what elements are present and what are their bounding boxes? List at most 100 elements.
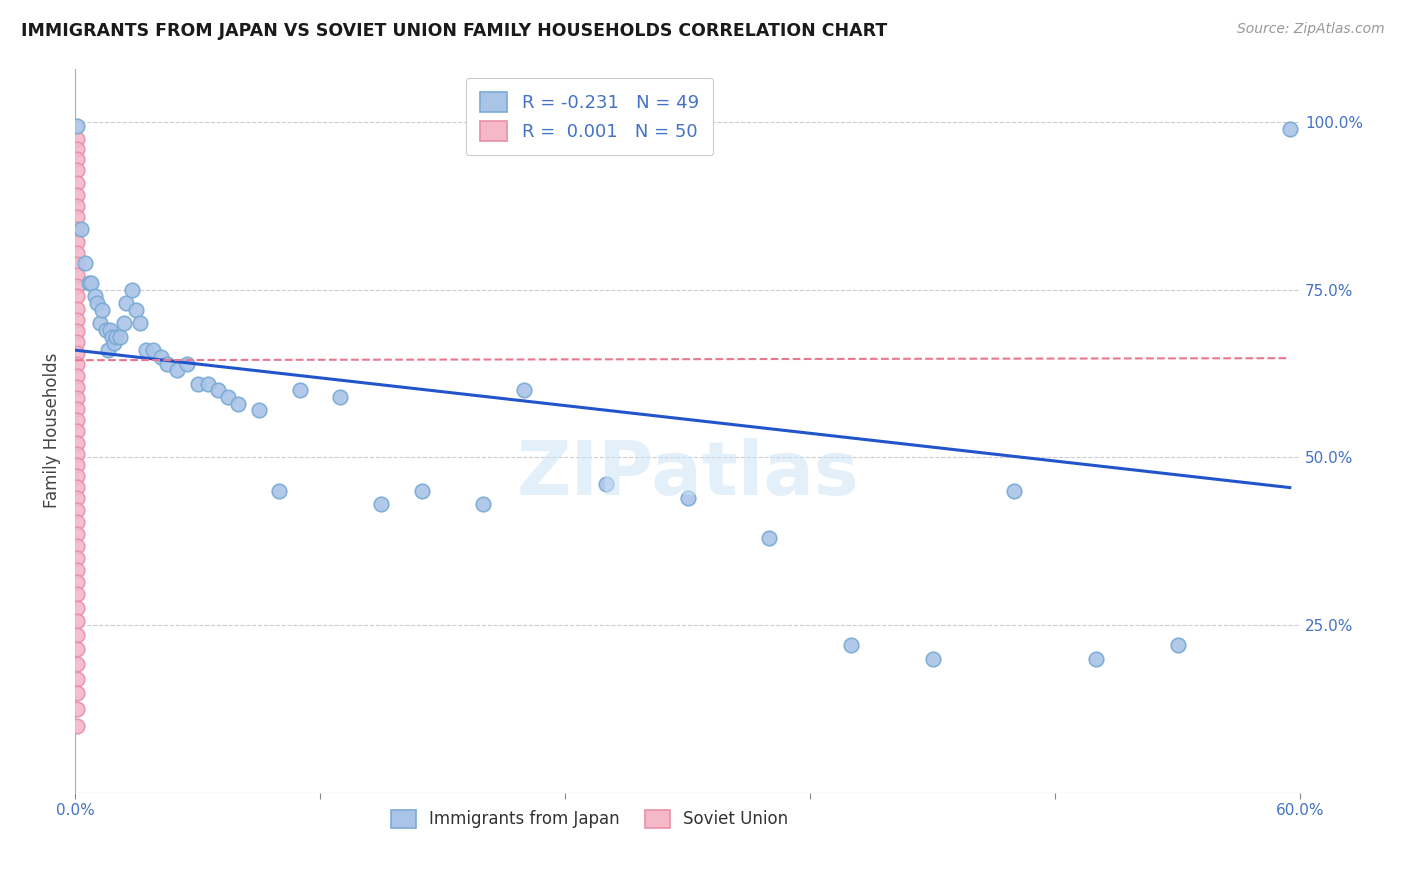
Point [472,497,495,511]
Point [66,289,89,303]
Point [129,316,152,330]
Point [66,187,89,202]
Point [288,384,311,398]
Point [66,657,89,671]
Text: Source: ZipAtlas.com: Source: ZipAtlas.com [1237,22,1385,37]
Point [66,392,89,406]
Point [247,403,270,417]
Legend: Immigrants from Japan, Soviet Union: Immigrants from Japan, Soviet Union [384,803,794,835]
Point [66,480,89,494]
Point [197,376,219,391]
Point [79,276,101,290]
Point [115,296,138,310]
Point [98,323,121,337]
Point [66,515,89,529]
Point [135,343,157,358]
Point [66,132,89,146]
Y-axis label: Family Households: Family Households [44,353,60,508]
Point [103,336,125,351]
Point [66,413,89,427]
Point [66,163,89,178]
Point [329,390,352,404]
Point [156,357,179,371]
Point [66,199,89,213]
Point [66,211,89,225]
Point [66,346,89,360]
Point [66,469,89,483]
Point [86,296,108,310]
Point [66,491,89,505]
Point [66,176,89,190]
Point [66,718,89,732]
Point [166,363,188,377]
Point [676,491,699,505]
Point [66,435,89,450]
Text: IMMIGRANTS FROM JAPAN VS SOVIET UNION FAMILY HOUSEHOLDS CORRELATION CHART: IMMIGRANTS FROM JAPAN VS SOVIET UNION FA… [21,22,887,40]
Point [1084,651,1107,665]
Point [839,638,862,652]
Point [112,316,135,330]
Point [513,384,536,398]
Point [66,502,89,516]
Point [595,477,617,491]
Point [84,289,107,303]
Point [97,343,120,358]
Point [176,357,198,371]
Point [149,350,172,364]
Point [370,497,392,511]
Point [75,256,97,270]
Point [66,235,89,249]
Point [66,380,89,394]
Point [66,334,89,349]
Point [66,246,89,260]
Point [411,483,433,498]
Point [66,539,89,553]
Point [66,642,89,657]
Point [108,329,131,343]
Point [66,301,89,316]
Point [66,152,89,166]
Text: ZIPatlas: ZIPatlas [516,438,859,510]
Point [66,600,89,615]
Point [66,402,89,417]
Point [66,526,89,541]
Point [89,316,111,330]
Point [207,384,229,398]
Point [66,447,89,461]
Point [66,357,89,371]
Point [66,575,89,590]
Point [921,651,943,665]
Point [66,458,89,473]
Point [66,268,89,282]
Point [66,628,89,642]
Point [70,222,93,236]
Point [66,587,89,601]
Point [1166,638,1188,652]
Point [66,119,89,133]
Point [228,397,250,411]
Point [125,302,148,317]
Point [217,390,239,404]
Point [94,323,117,337]
Point [66,424,89,438]
Point [66,614,89,628]
Point [66,278,89,293]
Point [66,142,89,156]
Point [90,302,112,317]
Point [66,672,89,686]
Point [100,329,122,343]
Point [66,324,89,338]
Point [66,313,89,327]
Point [758,531,780,545]
Point [104,329,127,343]
Point [66,222,89,236]
Point [66,563,89,577]
Point [269,483,291,498]
Point [1278,121,1301,136]
Point [66,368,89,383]
Point [66,551,89,566]
Point [66,686,89,700]
Point [142,343,165,358]
Point [66,257,89,271]
Point [1002,483,1025,498]
